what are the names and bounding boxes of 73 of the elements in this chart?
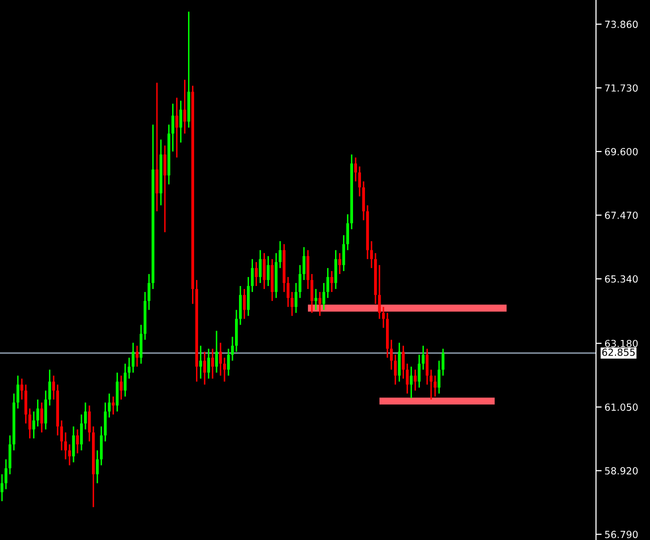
candlestick — [108, 392, 111, 418]
candlestick — [104, 402, 107, 442]
candlestick — [211, 348, 214, 380]
candlestick — [48, 368, 52, 406]
candlestick — [148, 273, 150, 311]
candlestick — [96, 450, 99, 484]
candlestick — [406, 362, 409, 394]
y-tick-label: 56.790 — [605, 530, 638, 538]
candlestick — [250, 258, 254, 293]
candlestick — [334, 249, 338, 290]
candlestick — [410, 366, 413, 399]
candlestick — [266, 255, 270, 287]
candlestick — [322, 282, 326, 311]
candlestick — [124, 362, 127, 398]
candlestick — [330, 270, 334, 293]
candlestick — [72, 426, 75, 463]
candlestick — [120, 374, 123, 400]
candlestick — [207, 348, 210, 380]
candlestick — [24, 384, 28, 424]
candlestick — [414, 368, 417, 392]
candlestick — [402, 345, 405, 380]
ref-line-label: 62.855 — [602, 348, 635, 356]
candlestick — [116, 372, 119, 412]
candlestick — [418, 354, 421, 388]
candlestick — [438, 360, 440, 394]
candlestick — [302, 246, 306, 281]
candlestick — [164, 144, 166, 233]
candlestick — [258, 249, 262, 284]
y-tick-label: 65.340 — [605, 275, 638, 283]
candlestick — [203, 351, 206, 386]
y-tick-label: 58.920 — [605, 467, 638, 474]
y-tick-label: 67.470 — [605, 212, 638, 219]
candlestick — [140, 324, 142, 364]
candlestick — [183, 79, 186, 134]
candlestick — [20, 378, 24, 400]
candlestick — [326, 267, 330, 299]
candlestick — [136, 345, 138, 368]
candlestick — [199, 345, 202, 380]
candlestick — [398, 342, 401, 382]
candlestick — [0, 474, 4, 502]
candlestick — [426, 348, 429, 386]
candlestick — [179, 100, 182, 144]
candlestick — [422, 345, 425, 370]
candlestick — [215, 330, 218, 374]
y-tick-label: 61.050 — [605, 403, 638, 411]
candlestick — [254, 261, 258, 287]
candlestick — [338, 252, 342, 275]
y-tick-label: 63.180 — [605, 340, 638, 348]
candlestick — [318, 291, 322, 317]
candlestick — [100, 426, 103, 466]
candlestick — [28, 408, 32, 440]
candlestick — [175, 97, 178, 158]
candlestick — [370, 240, 373, 269]
y-tick-label: 73.860 — [605, 20, 638, 28]
candlestick — [442, 348, 444, 376]
candlestick — [156, 82, 158, 212]
candlestick — [112, 396, 115, 416]
candlestick — [40, 402, 44, 434]
candlestick — [223, 357, 226, 382]
candlestick — [242, 288, 246, 320]
candlestick — [32, 410, 36, 440]
candlestick — [294, 282, 298, 314]
y-tick-label: 69.600 — [605, 148, 638, 156]
candlestick — [76, 428, 79, 454]
candlestick — [314, 288, 318, 311]
candlestick — [246, 276, 250, 317]
candlestick — [298, 264, 302, 299]
candlestick — [342, 234, 346, 272]
candlestick — [36, 398, 40, 428]
candlestick — [219, 342, 222, 376]
candlestick — [262, 252, 266, 290]
candlestick — [44, 390, 48, 430]
y-tick-label: 71.730 — [605, 84, 638, 92]
